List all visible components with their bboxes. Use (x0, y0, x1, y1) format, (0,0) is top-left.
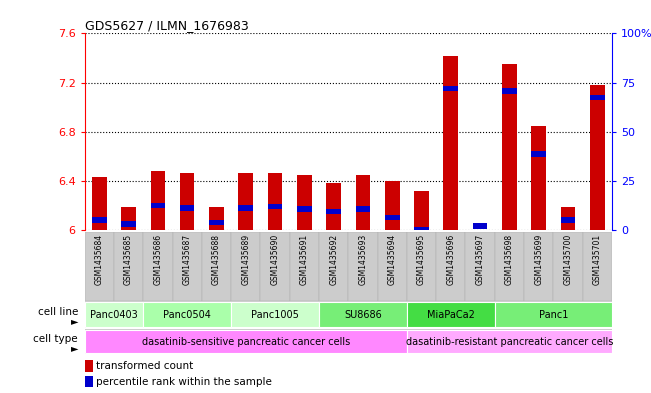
Bar (561, 217, 575, 223)
Text: Panc0504: Panc0504 (163, 310, 211, 320)
Bar (561, 207, 575, 230)
Bar (238, 205, 253, 211)
Bar (260, 232, 290, 301)
Bar (231, 303, 319, 327)
Bar (495, 303, 612, 327)
Bar (85, 330, 407, 353)
Text: cell type: cell type (33, 334, 78, 344)
Bar (590, 85, 605, 230)
Text: GSM1435697: GSM1435697 (476, 234, 484, 285)
Text: cell line: cell line (38, 307, 78, 317)
Bar (202, 232, 231, 301)
Bar (348, 232, 378, 301)
Bar (502, 64, 517, 230)
Text: GSM1435695: GSM1435695 (417, 234, 426, 285)
Bar (92, 177, 107, 230)
Bar (143, 232, 173, 301)
Bar (209, 220, 224, 225)
Text: GSM1435700: GSM1435700 (564, 234, 572, 285)
Text: GSM1435684: GSM1435684 (95, 234, 104, 285)
Bar (297, 206, 312, 212)
Text: SU8686: SU8686 (344, 310, 381, 320)
Bar (443, 86, 458, 92)
Text: GSM1435693: GSM1435693 (359, 234, 367, 285)
Text: GSM1435689: GSM1435689 (242, 234, 250, 285)
Bar (209, 207, 224, 230)
Bar (443, 55, 458, 230)
Text: GSM1435696: GSM1435696 (447, 234, 455, 285)
Bar (495, 232, 524, 301)
Text: MiaPaCa2: MiaPaCa2 (427, 310, 475, 320)
Text: GSM1435691: GSM1435691 (300, 234, 309, 285)
Bar (407, 330, 612, 353)
Bar (85, 232, 114, 301)
Text: transformed count: transformed count (96, 361, 193, 371)
Bar (385, 215, 400, 220)
Bar (378, 232, 407, 301)
Text: GSM1435692: GSM1435692 (329, 234, 338, 285)
Bar (414, 227, 429, 233)
Bar (531, 151, 546, 156)
Bar (590, 94, 605, 100)
Text: Panc0403: Panc0403 (90, 310, 138, 320)
Text: ►: ► (70, 316, 78, 327)
Bar (173, 232, 202, 301)
Text: Panc1: Panc1 (538, 310, 568, 320)
Bar (436, 232, 465, 301)
Bar (326, 183, 341, 230)
Text: Panc1005: Panc1005 (251, 310, 299, 320)
Bar (385, 181, 400, 230)
Bar (407, 232, 436, 301)
Bar (414, 191, 429, 230)
Text: dasatinib-sensitive pancreatic cancer cells: dasatinib-sensitive pancreatic cancer ce… (142, 337, 350, 347)
Bar (355, 206, 370, 212)
Text: GSM1435685: GSM1435685 (124, 234, 133, 285)
Text: GSM1435699: GSM1435699 (534, 234, 543, 285)
Bar (531, 125, 546, 230)
Bar (180, 173, 195, 230)
Text: GSM1435701: GSM1435701 (593, 234, 602, 285)
Text: GSM1435694: GSM1435694 (388, 234, 396, 285)
Bar (355, 174, 370, 230)
Text: dasatinib-resistant pancreatic cancer cells: dasatinib-resistant pancreatic cancer ce… (406, 337, 613, 347)
Bar (121, 207, 136, 230)
Bar (407, 303, 495, 327)
Bar (524, 232, 553, 301)
Bar (465, 232, 495, 301)
Bar (150, 202, 165, 208)
Text: GSM1435688: GSM1435688 (212, 234, 221, 285)
Bar (150, 171, 165, 230)
Bar (180, 205, 195, 211)
Bar (319, 232, 348, 301)
Text: percentile rank within the sample: percentile rank within the sample (96, 376, 271, 387)
Bar (502, 88, 517, 94)
Bar (143, 303, 231, 327)
Bar (290, 232, 319, 301)
Text: GSM1435690: GSM1435690 (271, 234, 279, 285)
Bar (268, 204, 283, 209)
Text: GSM1435687: GSM1435687 (183, 234, 191, 285)
Bar (121, 221, 136, 226)
Text: GSM1435686: GSM1435686 (154, 234, 162, 285)
Bar (583, 232, 612, 301)
Bar (114, 232, 143, 301)
Bar (268, 173, 283, 230)
Bar (85, 303, 143, 327)
Bar (553, 232, 583, 301)
Bar (85, 360, 92, 372)
Text: GSM1435698: GSM1435698 (505, 234, 514, 285)
Bar (231, 232, 260, 301)
Bar (473, 224, 488, 229)
Text: GDS5627 / ILMN_1676983: GDS5627 / ILMN_1676983 (85, 19, 249, 32)
Bar (92, 217, 107, 223)
Bar (319, 303, 407, 327)
Text: ►: ► (70, 343, 78, 353)
Bar (297, 174, 312, 230)
Bar (85, 376, 92, 387)
Bar (326, 209, 341, 214)
Bar (238, 173, 253, 230)
